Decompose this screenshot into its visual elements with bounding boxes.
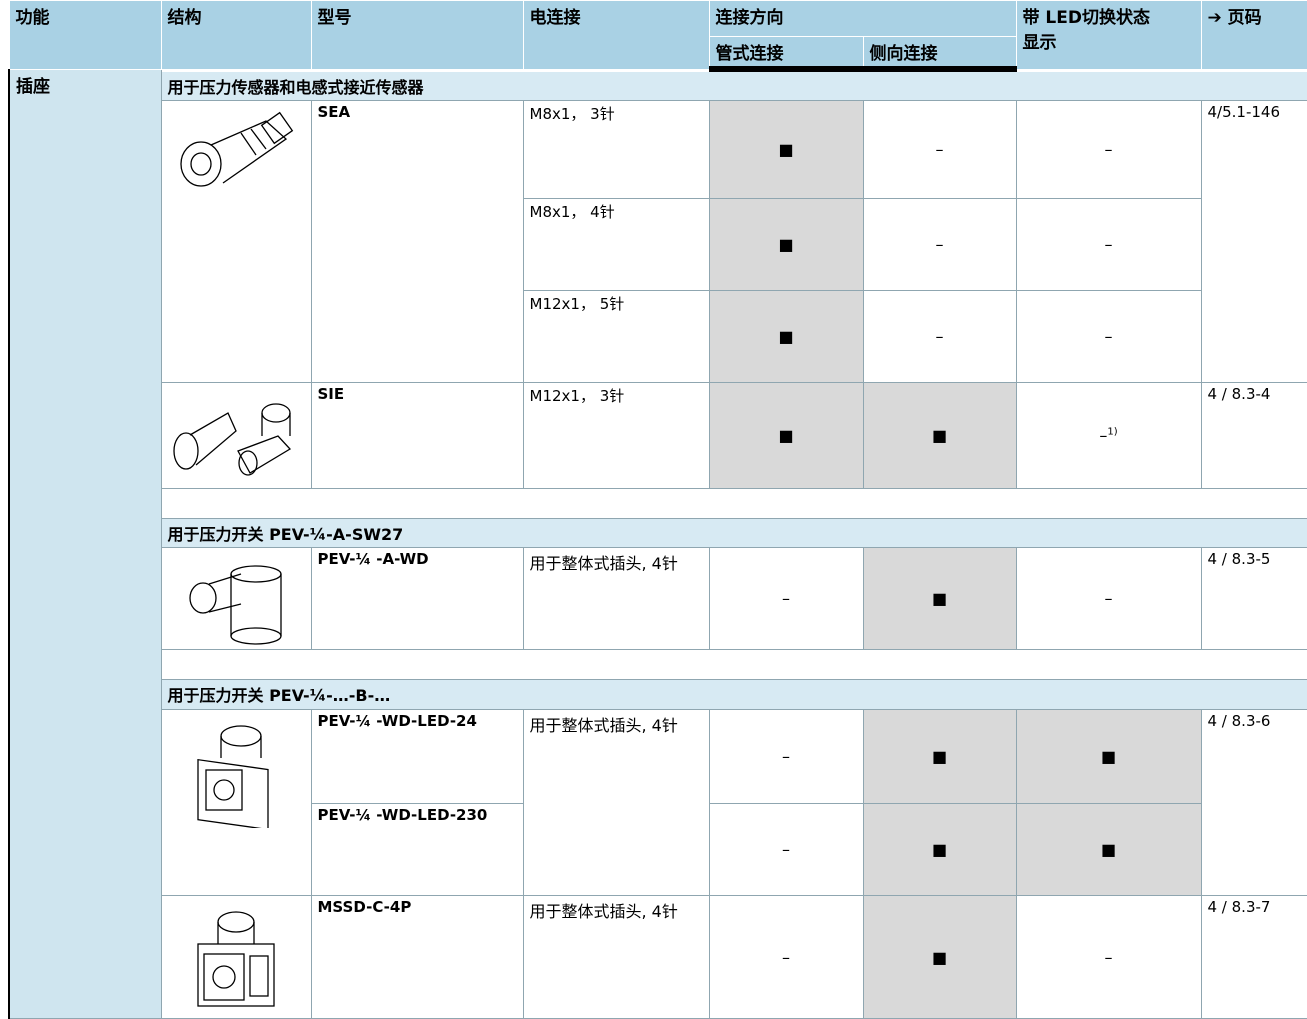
electrical-text: 用于整体式插头, 4针 [529,554,678,573]
group-title: 用于压力传感器和电感式接近传感器 [160,68,1307,101]
tube-cell: ■ [708,290,864,383]
led-cell: – [1015,198,1202,291]
connector-image [172,403,291,476]
led-cell: – [1015,895,1202,1019]
tube-cell: ■ [708,100,864,199]
model-cell: PEV-¼ -WD-LED-230 [310,803,524,896]
header-cell: 电连接 [522,0,710,70]
led-cell: – [1015,290,1202,383]
led-cell: ■ [1015,803,1202,896]
header-text: 带 LED切换状态显示 [1022,8,1150,53]
group-title: 用于压力开关 PEV-¼-…-B-… [160,679,1307,710]
side-cell: ■ [862,709,1017,804]
image-cell [160,547,312,650]
electrical-cell: M8x1， 3针 [522,100,710,199]
model-cell: PEV-¼ -A-WD [310,547,524,650]
page-cell: 4 / 8.3-7 [1200,895,1307,1019]
header-cell: 侧向连接 [862,36,1017,72]
header-cell: 型号 [310,0,524,70]
electrical-cell: 用于整体式插头, 4针 [522,895,710,1019]
led-cell: – [1015,100,1202,199]
page-cell: 4/5.1-146 [1200,100,1307,383]
image-cell [160,100,312,383]
model-cell: MSSD-C-4P [310,895,524,1019]
model-cell: PEV-¼ -WD-LED-24 [310,709,524,804]
tube-cell: – [708,895,864,1019]
spacer-row [160,488,1307,519]
side-cell: ■ [862,547,1017,650]
electrical-cell: M12x1， 5针 [522,290,710,383]
header-cell: 连接方向 [708,0,1017,37]
tube-cell: ■ [708,198,864,291]
header-cell: 带 LED切换状态显示 [1015,0,1202,70]
electrical-text: 用于整体式插头, 4针 [529,902,678,921]
spacer-row [160,649,1307,680]
image-cell [160,895,312,1019]
group-title: 用于压力开关 PEV-¼-A-SW27 [160,518,1307,548]
electrical-cell: 用于整体式插头, 4针 [522,709,710,896]
led-cell: – [1015,547,1202,650]
tube-cell: – [708,709,864,804]
led-cell: ■ [1015,709,1202,804]
page-cell: 4 / 8.3-5 [1200,547,1307,650]
led-text: – [1099,426,1108,445]
side-cell: – [862,290,1017,383]
side-cell: ■ [862,382,1017,489]
function-cell: 插座 [8,68,162,1019]
product-table: 功能 结构 型号 电连接 连接方向 带 LED切换状态显示 ➔ 页码 管式连接 … [8,0,1307,1019]
model-cell: SIE [310,382,524,489]
connector-image [197,725,269,828]
connector-image [189,565,282,645]
header-cell: 结构 [160,0,312,70]
page-cell: 4 / 8.3-4 [1200,382,1307,489]
electrical-cell: M12x1， 3针 [522,382,710,489]
side-cell: – [862,198,1017,291]
connector-image [197,911,275,1007]
tube-cell: – [708,547,864,650]
side-cell: – [862,100,1017,199]
header-cell: ➔ 页码 [1200,0,1307,70]
model-cell: SEA [310,100,524,383]
tube-cell: – [708,803,864,896]
header-cell: 功能 [8,0,162,70]
header-cell: 管式连接 [708,36,864,72]
electrical-cell: M8x1， 4针 [522,198,710,291]
side-cell: ■ [862,895,1017,1019]
electrical-cell: 用于整体式插头, 4针 [522,547,710,650]
electrical-text: 用于整体式插头, 4针 [529,716,678,735]
footnote-mark: 1) [1107,426,1118,438]
tube-cell: ■ [708,382,864,489]
image-cell [160,709,312,896]
led-cell: –1) [1015,382,1202,489]
page-cell: 4 / 8.3-6 [1200,709,1307,896]
image-cell [160,382,312,489]
connector-image [180,111,294,187]
side-cell: ■ [862,803,1017,896]
